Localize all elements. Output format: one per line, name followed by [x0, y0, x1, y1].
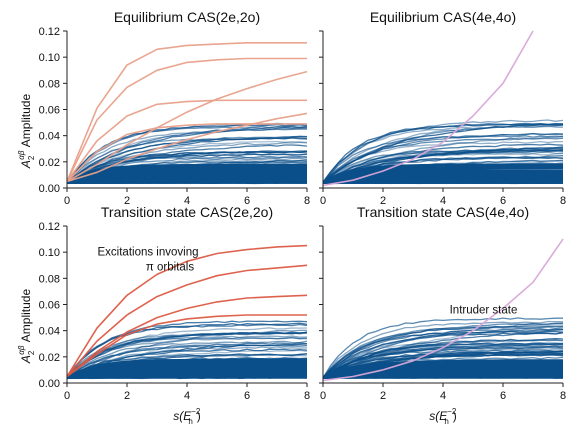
y-tick-label: 0.12: [39, 221, 60, 233]
x-tick-label: 0: [64, 390, 70, 402]
annotation-text: π orbitals: [146, 261, 194, 273]
x-tick-label: 8: [560, 195, 566, 207]
y-tick-label: 0.08: [39, 78, 60, 90]
x-tick-label: 8: [304, 390, 310, 402]
y-tick-label: 0.10: [39, 52, 60, 64]
panel-title: Transition state CAS(4e,4o): [357, 204, 529, 220]
y-tick-label: 0.06: [39, 105, 60, 117]
y-axis-label-sub: 2: [27, 155, 36, 160]
y-axis-label-suffix: Amplitude: [19, 289, 33, 346]
x-tick-label: 4: [184, 390, 190, 402]
y-axis-label-bottom: A2αβ Amplitude: [17, 289, 36, 365]
x-axis-label-sub: h: [188, 417, 192, 426]
y-tick-label: 0.00: [39, 183, 60, 195]
y-tick-label: 0.00: [39, 378, 60, 390]
x-tick-label: 0: [320, 390, 326, 402]
y-axis-label-sup: αβ: [17, 150, 26, 160]
blue-curve: [323, 377, 563, 378]
panel-transition-4e4o: Transition state CAS(4e,4o) 0 2 4 6 8 Intruder…: [319, 204, 566, 402]
y-tick-label: 0.12: [39, 26, 60, 38]
y-axis-label-top: A2αβ Amplitude: [17, 94, 36, 170]
y-tick-label: 0.10: [39, 247, 60, 259]
panel-title: Equilibrium CAS(4e,4o): [370, 9, 516, 25]
x-tick-label: 0: [64, 195, 70, 207]
x-tick-label: 2: [124, 390, 130, 402]
y-tick-label: 0.04: [39, 131, 60, 143]
y-axis-label-suffix: Amplitude: [19, 94, 33, 151]
annotation-text: Excitations invoving: [98, 246, 199, 258]
x-tick-label: 6: [500, 390, 506, 402]
y-axis-label-main: A: [19, 160, 33, 169]
y-tick-label: 0.04: [39, 326, 60, 338]
x-tick-label: 4: [440, 390, 446, 402]
x-axis-label-suffix: ): [453, 409, 457, 423]
x-axis-label-suffix: ): [197, 409, 201, 423]
x-tick-label: 0: [320, 195, 326, 207]
y-axis-label-sup: αβ: [17, 345, 26, 355]
panel-title: Transition state CAS(2e,2o): [101, 204, 273, 220]
panel-transition-2e2o: Transition state CAS(2e,2o) 0 2 4 6 8 0.00 0.02…: [39, 204, 310, 402]
x-tick-label: 2: [380, 390, 386, 402]
annotation-text: Intruder state: [450, 305, 518, 317]
y-tick-label: 0.02: [39, 157, 60, 169]
x-tick-label: 8: [304, 195, 310, 207]
y-axis-label-sub: 2: [27, 350, 36, 355]
x-tick-label: 8: [560, 390, 566, 402]
y-tick-label: 0.08: [39, 273, 60, 285]
y-tick-label: 0.06: [39, 300, 60, 312]
x-tick-label: 6: [244, 390, 250, 402]
panel-title: Equilibrium CAS(2e,2o): [114, 9, 260, 25]
y-tick-label: 0.02: [39, 352, 60, 364]
y-axis-label-main: A: [19, 355, 33, 364]
x-axis-label-sub: h: [444, 417, 448, 426]
